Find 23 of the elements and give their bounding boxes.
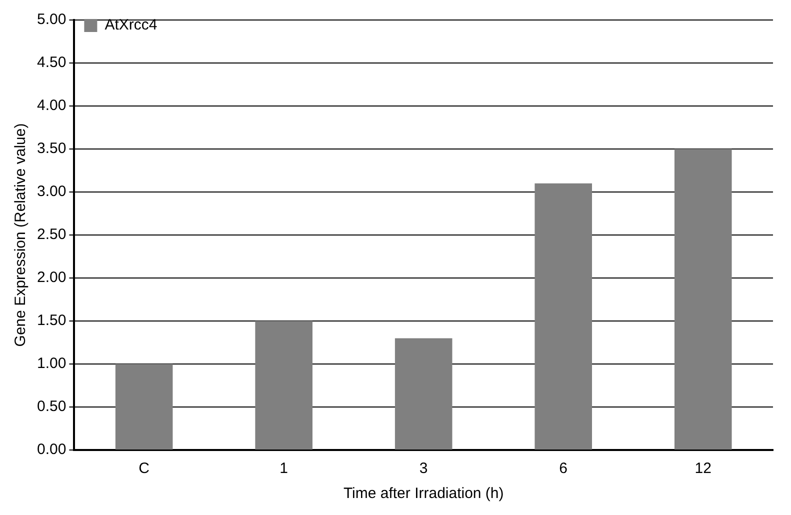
y-tick-label: 5.00 <box>36 11 66 28</box>
y-tick-label: 0.50 <box>36 398 66 416</box>
y-tick-label: 3.50 <box>36 140 66 158</box>
x-tick-label: 3 <box>419 460 428 478</box>
x-tick-label: 1 <box>280 460 288 478</box>
y-tick-label: 1.00 <box>36 355 66 372</box>
x-tick-label: 12 <box>694 460 712 478</box>
x-tick-label: C <box>138 460 150 478</box>
bar <box>394 338 452 450</box>
bar <box>115 364 173 450</box>
x-axis-title: Time after Irradiation (h) <box>343 485 504 502</box>
y-tick-label: 4.50 <box>36 54 66 72</box>
bar <box>534 183 592 450</box>
y-tick-label: 1.50 <box>36 312 66 330</box>
y-tick-label: 3.00 <box>36 183 66 200</box>
bar <box>674 149 732 450</box>
x-tick-label: 6 <box>559 460 568 478</box>
y-tick-label: 2.00 <box>36 269 66 286</box>
y-tick-label: 4.00 <box>36 97 66 114</box>
y-tick-label: 2.50 <box>36 226 66 244</box>
y-tick-label: 0.00 <box>36 441 66 458</box>
bar <box>255 321 312 450</box>
y-axis-title: Gene Expression (Relative value) <box>12 123 30 347</box>
